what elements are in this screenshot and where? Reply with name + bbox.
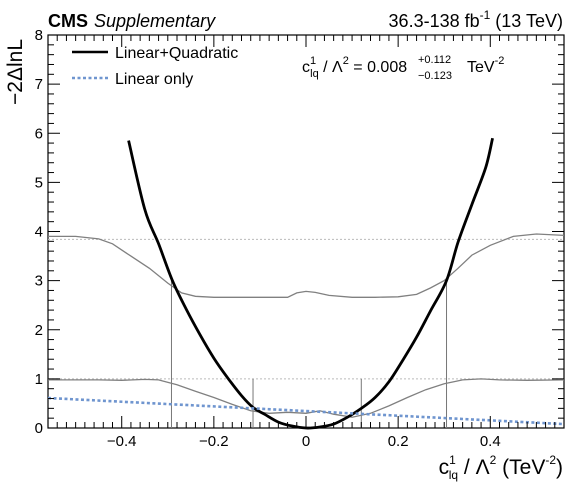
series-group (47, 137, 565, 430)
y-axis-title: −2ΔlnL (4, 39, 27, 105)
profiled-curve-1 (48, 378, 565, 418)
annotation-upper-error: +0.112 (418, 54, 451, 66)
x-tick-label-3: 0.2 (388, 433, 409, 450)
profiled-curves (48, 233, 565, 418)
y-tick-label-5: 5 (35, 174, 43, 191)
best-fit-annotation: c1 lq / Λ2 = 0.008 +0.112 −0.123 TeV-2 (302, 54, 504, 82)
x-tick-label-4: 0.4 (480, 433, 501, 450)
y-tick-label-3: 3 (35, 273, 43, 290)
cms-label: CMS Supplementary (48, 11, 216, 31)
legend-label-linear-only: Linear only (115, 71, 193, 88)
series-line-linear-quadratic (127, 137, 494, 430)
y-tick-label-2: 2 (35, 322, 43, 339)
y-tick-label-7: 7 (35, 76, 43, 93)
cms-bold: CMS (48, 11, 88, 31)
plot-frame (47, 34, 565, 429)
y-tick-label-1: 1 (35, 371, 43, 388)
x-axis: −0.4 −0.2 0 0.2 0.4 (56, 35, 556, 450)
legend-label-linear-quadratic: Linear+Quadratic (115, 45, 238, 62)
supplementary-label: Supplementary (94, 11, 216, 31)
x-tick-label-0: −0.4 (107, 433, 137, 450)
annotation-unit: TeV-2 (467, 55, 504, 76)
y-tick-label-4: 4 (35, 224, 43, 241)
y-tick-label-8: 8 (35, 27, 43, 44)
profiled-curve-0 (48, 233, 565, 298)
y-axis: 0 1 2 3 4 5 6 7 8 (35, 27, 564, 437)
x-tick-label-2: 0 (302, 433, 310, 450)
legend: Linear+Quadratic Linear only (72, 45, 238, 88)
y-tick-label-6: 6 (35, 125, 43, 142)
luminosity-label: 36.3-138 fb-1 (13 TeV) (389, 8, 563, 31)
series-line-linear-only (47, 396, 565, 426)
y-tick-label-0: 0 (35, 420, 43, 437)
annotation-main: c1 lq / Λ2 = 0.008 (302, 55, 407, 80)
x-axis-title: c1 lq / Λ2 (TeV-2) (439, 453, 563, 482)
annotation-lower-error: −0.123 (418, 70, 452, 82)
reference-lines (48, 238, 564, 380)
x-tick-label-1: −0.2 (199, 433, 229, 450)
